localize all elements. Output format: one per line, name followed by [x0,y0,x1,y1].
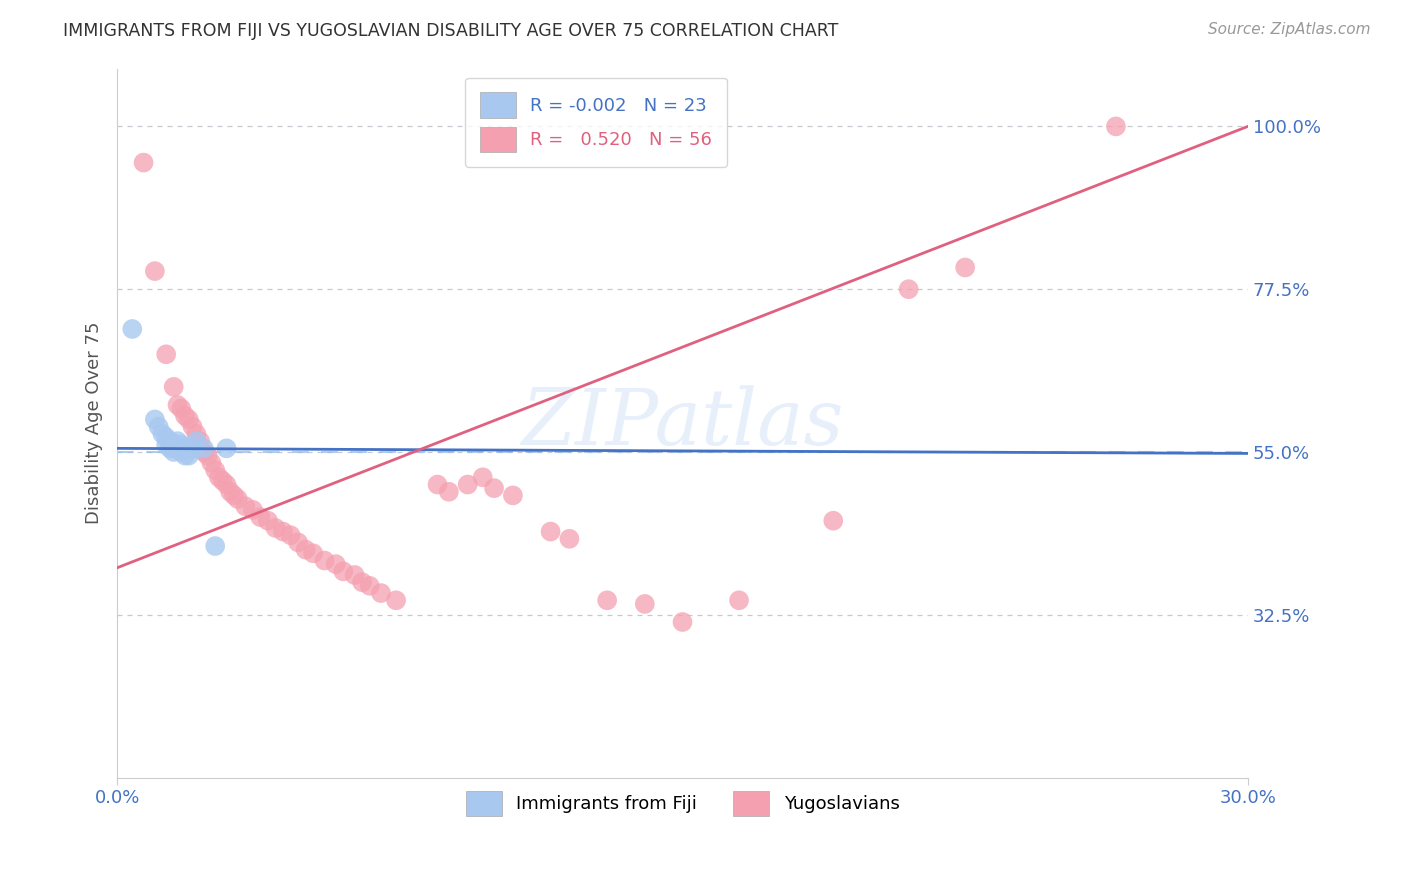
Point [208,470,231,484]
Point [271,524,294,539]
Point [166,442,188,456]
Point [211,474,233,488]
Point [155,347,177,361]
Point [352,575,374,590]
Point [132,155,155,169]
Point [159,434,181,449]
Point [163,445,186,459]
Point [897,282,920,296]
Point [219,484,242,499]
Point [174,409,197,423]
Point [302,546,325,560]
Point [200,456,222,470]
Point [143,412,166,426]
Point [257,514,280,528]
Point [148,419,170,434]
Point [249,510,271,524]
Text: ZIPatlas: ZIPatlas [522,384,844,461]
Point [471,470,494,484]
Point [242,503,264,517]
Point [177,449,200,463]
Point [163,438,186,452]
Point [159,442,181,456]
Point [152,426,174,441]
Point [193,445,215,459]
Point [204,539,226,553]
Point [502,488,524,502]
Point [540,524,562,539]
Point [280,528,302,542]
Point [671,615,693,629]
Point [426,477,449,491]
Point [437,484,460,499]
Point [596,593,619,607]
Point [166,434,188,449]
Text: IMMIGRANTS FROM FIJI VS YUGOSLAVIAN DISABILITY AGE OVER 75 CORRELATION CHART: IMMIGRANTS FROM FIJI VS YUGOSLAVIAN DISA… [63,22,838,40]
Point [359,579,381,593]
Point [170,438,193,452]
Point [177,442,200,456]
Point [325,557,347,571]
Point [204,463,226,477]
Point [188,434,211,449]
Point [215,442,238,456]
Point [728,593,751,607]
Point [215,477,238,491]
Point [155,430,177,444]
Legend: Immigrants from Fiji, Yugoslavians: Immigrants from Fiji, Yugoslavians [457,781,908,825]
Point [222,488,245,502]
Point [163,380,186,394]
Point [155,438,177,452]
Point [482,481,505,495]
Point [294,542,316,557]
Point [177,412,200,426]
Y-axis label: Disability Age Over 75: Disability Age Over 75 [86,322,103,524]
Point [343,568,366,582]
Point [174,449,197,463]
Point [188,442,211,456]
Point [166,398,188,412]
Point [370,586,392,600]
Point [332,565,354,579]
Point [823,514,845,528]
Point [174,442,197,456]
Point [186,434,208,449]
Point [233,500,256,514]
Point [264,521,287,535]
Point [143,264,166,278]
Point [953,260,976,275]
Point [457,477,479,491]
Point [193,442,215,456]
Point [634,597,657,611]
Point [558,532,581,546]
Point [170,445,193,459]
Point [197,449,219,463]
Point [226,491,249,506]
Text: Source: ZipAtlas.com: Source: ZipAtlas.com [1208,22,1371,37]
Point [385,593,408,607]
Point [1105,120,1128,134]
Point [287,535,309,549]
Point [121,322,143,336]
Point [170,401,193,416]
Point [181,419,204,434]
Point [186,442,208,456]
Point [186,426,208,441]
Point [314,553,336,567]
